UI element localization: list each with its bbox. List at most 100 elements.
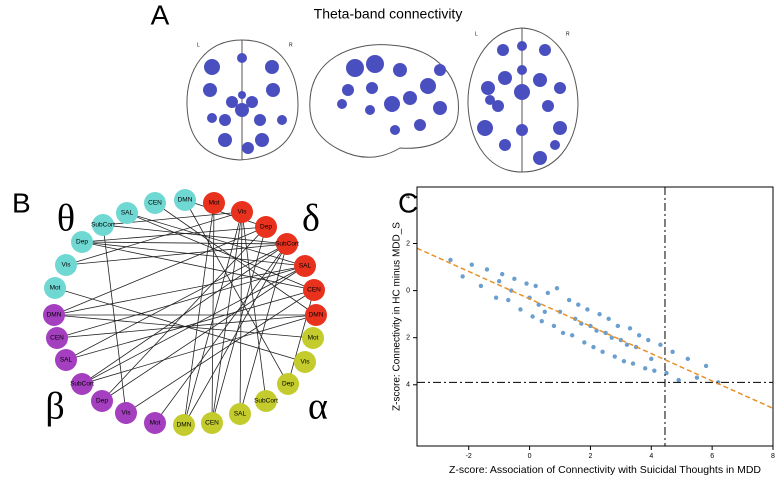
network-node [255,390,277,412]
edge [81,241,306,267]
point [600,349,605,355]
node-label: Dep [260,224,272,231]
network-node [277,373,299,395]
node-label: SAL [299,263,312,270]
network-node [305,304,327,326]
node-label: Mot [50,285,61,292]
network-node [46,327,68,349]
point [585,307,590,312]
point [624,342,630,347]
x-tick-label: 8 [771,453,775,460]
edge [241,211,267,402]
node-label: DMN [177,422,192,429]
brain-node [346,59,364,77]
network-node [294,351,316,373]
point [524,281,529,286]
x-tick-label: 0 [528,453,532,460]
node-label: Dep [76,239,88,246]
node-label: Vis [62,262,72,269]
y-tick-label: 2 [406,240,410,247]
fit-line [416,247,774,410]
y-tick-label: 0 [406,287,410,294]
y-tick-label: 4 [406,193,410,200]
point [460,274,465,279]
brain-node [226,96,238,108]
network-node [92,214,114,236]
node-label: SAL [60,357,73,364]
edge [56,265,306,339]
edge [65,211,243,266]
node-label: SubCort [91,222,115,229]
brain-node [266,83,280,97]
point [484,267,490,272]
y-tick-label: 2 [406,335,410,342]
point [649,356,654,362]
point [694,375,700,380]
brain-node [550,140,560,150]
brain-node [254,114,266,126]
edge [239,243,288,415]
brain-node [539,44,551,56]
node-label: Dep [282,381,294,388]
edge [81,265,306,385]
point [566,297,572,303]
point [499,271,505,277]
point [512,276,517,282]
edge [101,226,267,402]
node-label: SubCort [275,241,299,248]
node-label: CEN [148,200,162,207]
brain-node [235,103,249,117]
network-node [44,277,66,299]
band-symbol: β [45,386,64,428]
x-tick-label: 2 [588,453,592,460]
point [670,349,675,355]
side-label: L [197,42,200,48]
edge [102,224,127,414]
network-node [255,216,277,238]
node-label: DMN [309,312,324,319]
brain-node [403,91,417,105]
plot-frame [416,186,774,447]
panel-label: A [151,0,170,30]
point [530,314,535,319]
node-label: Mot [308,335,319,342]
point [576,302,581,307]
point [703,363,709,369]
point [573,316,578,322]
brain-node [477,120,493,136]
point [554,286,560,291]
network-node [294,255,316,277]
network-node [174,189,196,211]
brain-node [337,99,347,109]
brain-node [554,82,566,94]
brain-node [238,91,246,99]
network-node [55,254,77,276]
network-node [115,402,137,424]
x-tick-label: -2 [466,453,472,460]
network-node [91,390,113,412]
point [493,295,499,300]
point [643,366,648,371]
edge [65,289,315,361]
edge [125,289,315,414]
point [588,323,593,329]
x-tick-label: 4 [649,453,653,460]
node-label: CEN [205,420,219,427]
brain-node [366,82,378,94]
edge [102,224,288,245]
point [609,335,614,340]
brain-node [366,55,384,73]
point [518,307,523,312]
point [652,368,657,373]
node-label: CEN [50,335,64,342]
point [469,262,474,267]
network-node [276,233,298,255]
point [612,354,617,359]
node-label: SubCort [254,398,278,405]
node-label: SAL [234,411,247,418]
point [506,297,511,303]
brain-node [517,41,527,51]
point [615,323,621,329]
node-label: SubCort [70,381,94,388]
